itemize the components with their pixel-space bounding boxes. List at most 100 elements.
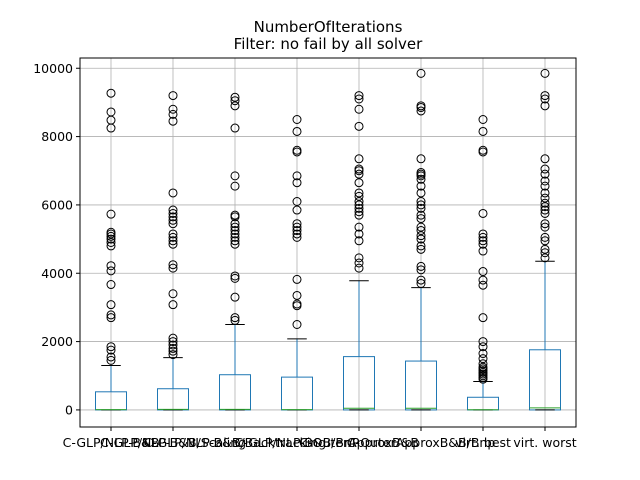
outlier-point bbox=[540, 198, 550, 208]
y-tick-label: 6000 bbox=[41, 197, 73, 212]
outlier-point bbox=[478, 267, 488, 277]
outlier-point bbox=[416, 197, 426, 206]
outlier-point bbox=[168, 208, 178, 218]
outlier-point bbox=[540, 94, 550, 104]
outlier-point bbox=[416, 265, 426, 275]
outlier-point bbox=[292, 219, 302, 229]
x-tick-label: C-GLP/NLP-B&B/BnP bbox=[235, 435, 360, 450]
outlier-point bbox=[354, 263, 364, 273]
outlier-point bbox=[540, 154, 550, 164]
outlier-point bbox=[416, 210, 426, 220]
outlier-point bbox=[106, 227, 116, 237]
outlier-point bbox=[168, 300, 178, 310]
outlier-point bbox=[416, 279, 426, 288]
outlier-point bbox=[540, 222, 550, 232]
outlier-point bbox=[354, 197, 364, 206]
outlier-point bbox=[478, 275, 488, 285]
outlier-point bbox=[540, 205, 550, 215]
outlier-point bbox=[354, 258, 364, 268]
outlier-point bbox=[354, 94, 364, 104]
outlier-point bbox=[478, 126, 488, 136]
y-tick-label: 2000 bbox=[41, 334, 73, 349]
outlier-point bbox=[354, 229, 364, 239]
outlier-point bbox=[106, 352, 116, 362]
outlier-point bbox=[230, 226, 240, 236]
outlier-point bbox=[540, 101, 550, 111]
outlier-point bbox=[292, 274, 302, 284]
outlier-point bbox=[292, 290, 302, 300]
outlier-point bbox=[292, 171, 302, 181]
outlier-point bbox=[168, 205, 178, 215]
outlier-point bbox=[416, 214, 426, 224]
outlier-point bbox=[292, 178, 302, 188]
outlier-point bbox=[354, 164, 364, 174]
outlier-point bbox=[478, 145, 488, 155]
outlier-point bbox=[292, 197, 302, 206]
outlier-point bbox=[354, 191, 364, 201]
outlier-point bbox=[354, 188, 364, 198]
outlier-point bbox=[230, 123, 240, 133]
outlier-point bbox=[230, 315, 240, 325]
outlier-point bbox=[292, 226, 302, 236]
outlier-point bbox=[478, 342, 488, 352]
outlier-point bbox=[168, 333, 178, 343]
outlier-point bbox=[416, 154, 426, 164]
outlier-point bbox=[416, 222, 426, 232]
outlier-point bbox=[106, 231, 116, 241]
outlier-point bbox=[540, 176, 550, 186]
outlier-point bbox=[292, 232, 302, 242]
outlier-point bbox=[540, 91, 550, 101]
outlier-point bbox=[416, 200, 426, 210]
outlier-point bbox=[478, 115, 488, 124]
outlier-point bbox=[292, 145, 302, 155]
outlier-point bbox=[540, 202, 550, 212]
outlier-point bbox=[230, 96, 240, 106]
outlier-point bbox=[106, 300, 116, 310]
outlier-point bbox=[478, 362, 488, 372]
outlier-point bbox=[478, 236, 488, 246]
outlier-point bbox=[478, 313, 488, 323]
outlier-point bbox=[106, 355, 116, 365]
outlier-point bbox=[540, 188, 550, 198]
outlier-point bbox=[478, 337, 488, 347]
outlier-point bbox=[478, 354, 488, 364]
outlier-point bbox=[230, 271, 240, 281]
outlier-point bbox=[416, 106, 426, 116]
outlier-point bbox=[354, 91, 364, 101]
x-tick-label: C-GLP/NLP-B&B bbox=[63, 435, 160, 450]
x-tick-label: C-OuterApproxB&B bbox=[299, 435, 419, 450]
outlier-point bbox=[168, 116, 178, 126]
outlier-point bbox=[292, 299, 302, 309]
outlier-point bbox=[106, 280, 116, 290]
outlier-point bbox=[354, 121, 364, 131]
outlier-point bbox=[230, 292, 240, 302]
y-tick-label: 4000 bbox=[41, 266, 73, 281]
outlier-point bbox=[168, 109, 178, 119]
outlier-point bbox=[168, 260, 178, 270]
outlier-point bbox=[168, 212, 178, 222]
outlier-point bbox=[540, 244, 550, 254]
outlier-point bbox=[230, 222, 240, 232]
outlier-point bbox=[540, 164, 550, 174]
outlier-point bbox=[168, 215, 178, 225]
outlier-point bbox=[416, 241, 426, 251]
outlier-point bbox=[230, 219, 240, 229]
outlier-point bbox=[292, 115, 302, 124]
outlier-point bbox=[168, 239, 178, 249]
outlier-point bbox=[354, 178, 364, 188]
outlier-point bbox=[354, 203, 364, 213]
outlier-point bbox=[292, 229, 302, 239]
outlier-point bbox=[416, 68, 426, 78]
outlier-point bbox=[230, 101, 240, 111]
outlier-point bbox=[540, 68, 550, 78]
outlier-point bbox=[540, 236, 550, 246]
outlier-point bbox=[540, 253, 550, 263]
outlier-point bbox=[230, 239, 240, 249]
outlier-point bbox=[292, 320, 302, 329]
outlier-point bbox=[106, 209, 116, 219]
outlier-point bbox=[230, 273, 240, 283]
plot-layer bbox=[95, 68, 561, 411]
outlier-point bbox=[416, 226, 426, 236]
outlier-point bbox=[292, 205, 302, 215]
